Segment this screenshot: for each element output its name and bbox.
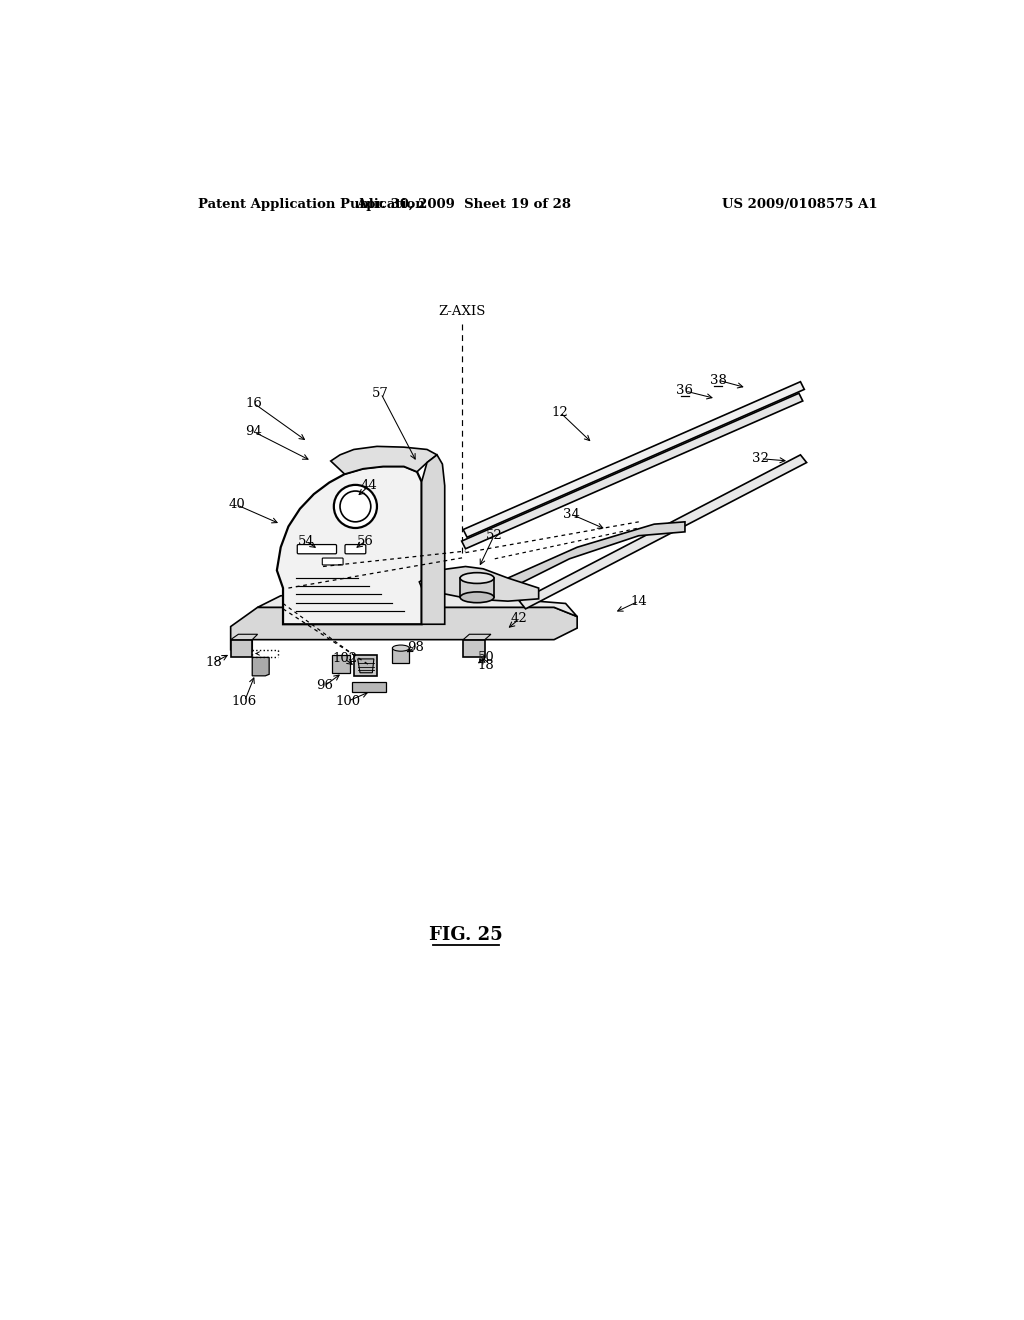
Circle shape — [334, 484, 377, 528]
Polygon shape — [392, 648, 410, 663]
Text: 50: 50 — [478, 651, 495, 664]
Ellipse shape — [460, 573, 494, 583]
Polygon shape — [230, 607, 578, 649]
Polygon shape — [333, 655, 350, 673]
Text: FIG. 25: FIG. 25 — [429, 925, 503, 944]
Text: 96: 96 — [316, 680, 333, 693]
Polygon shape — [252, 657, 269, 676]
Text: 54: 54 — [298, 535, 314, 548]
Polygon shape — [422, 455, 444, 624]
Text: 44: 44 — [360, 479, 378, 492]
Text: US 2009/0108575 A1: US 2009/0108575 A1 — [722, 198, 878, 211]
Ellipse shape — [392, 645, 410, 651]
Text: 56: 56 — [357, 535, 374, 548]
Polygon shape — [331, 446, 437, 474]
Polygon shape — [463, 640, 484, 657]
Polygon shape — [463, 635, 490, 640]
Text: 18: 18 — [478, 659, 495, 672]
Polygon shape — [352, 682, 386, 692]
Text: 32: 32 — [752, 453, 769, 465]
Text: 52: 52 — [485, 529, 503, 543]
Text: 94: 94 — [246, 425, 262, 438]
Polygon shape — [460, 578, 494, 598]
Polygon shape — [508, 521, 685, 590]
Text: 18: 18 — [206, 656, 222, 669]
Polygon shape — [230, 635, 258, 640]
Text: 106: 106 — [231, 694, 257, 708]
Text: 98: 98 — [407, 640, 424, 653]
Polygon shape — [276, 466, 422, 624]
Text: Z-AXIS: Z-AXIS — [438, 305, 485, 318]
Text: 16: 16 — [246, 397, 262, 409]
Text: 14: 14 — [631, 594, 647, 607]
Text: 42: 42 — [511, 612, 527, 626]
Ellipse shape — [460, 591, 494, 603]
FancyBboxPatch shape — [345, 545, 366, 554]
Text: 40: 40 — [228, 499, 245, 511]
Polygon shape — [354, 655, 377, 676]
Polygon shape — [357, 659, 374, 673]
Polygon shape — [258, 594, 578, 616]
FancyBboxPatch shape — [297, 545, 337, 554]
Text: 38: 38 — [710, 374, 726, 387]
Polygon shape — [230, 640, 252, 657]
FancyBboxPatch shape — [323, 558, 343, 565]
Text: 12: 12 — [552, 407, 568, 418]
Text: 36: 36 — [677, 384, 693, 397]
Text: Patent Application Publication: Patent Application Publication — [199, 198, 425, 211]
Text: 102: 102 — [332, 652, 357, 665]
Text: 57: 57 — [373, 387, 389, 400]
Text: Apr. 30, 2009  Sheet 19 of 28: Apr. 30, 2009 Sheet 19 of 28 — [355, 198, 570, 211]
Text: 34: 34 — [562, 508, 580, 520]
Polygon shape — [419, 566, 539, 601]
Polygon shape — [463, 381, 804, 537]
Text: 100: 100 — [335, 694, 360, 708]
Polygon shape — [519, 455, 807, 609]
Polygon shape — [462, 393, 803, 549]
